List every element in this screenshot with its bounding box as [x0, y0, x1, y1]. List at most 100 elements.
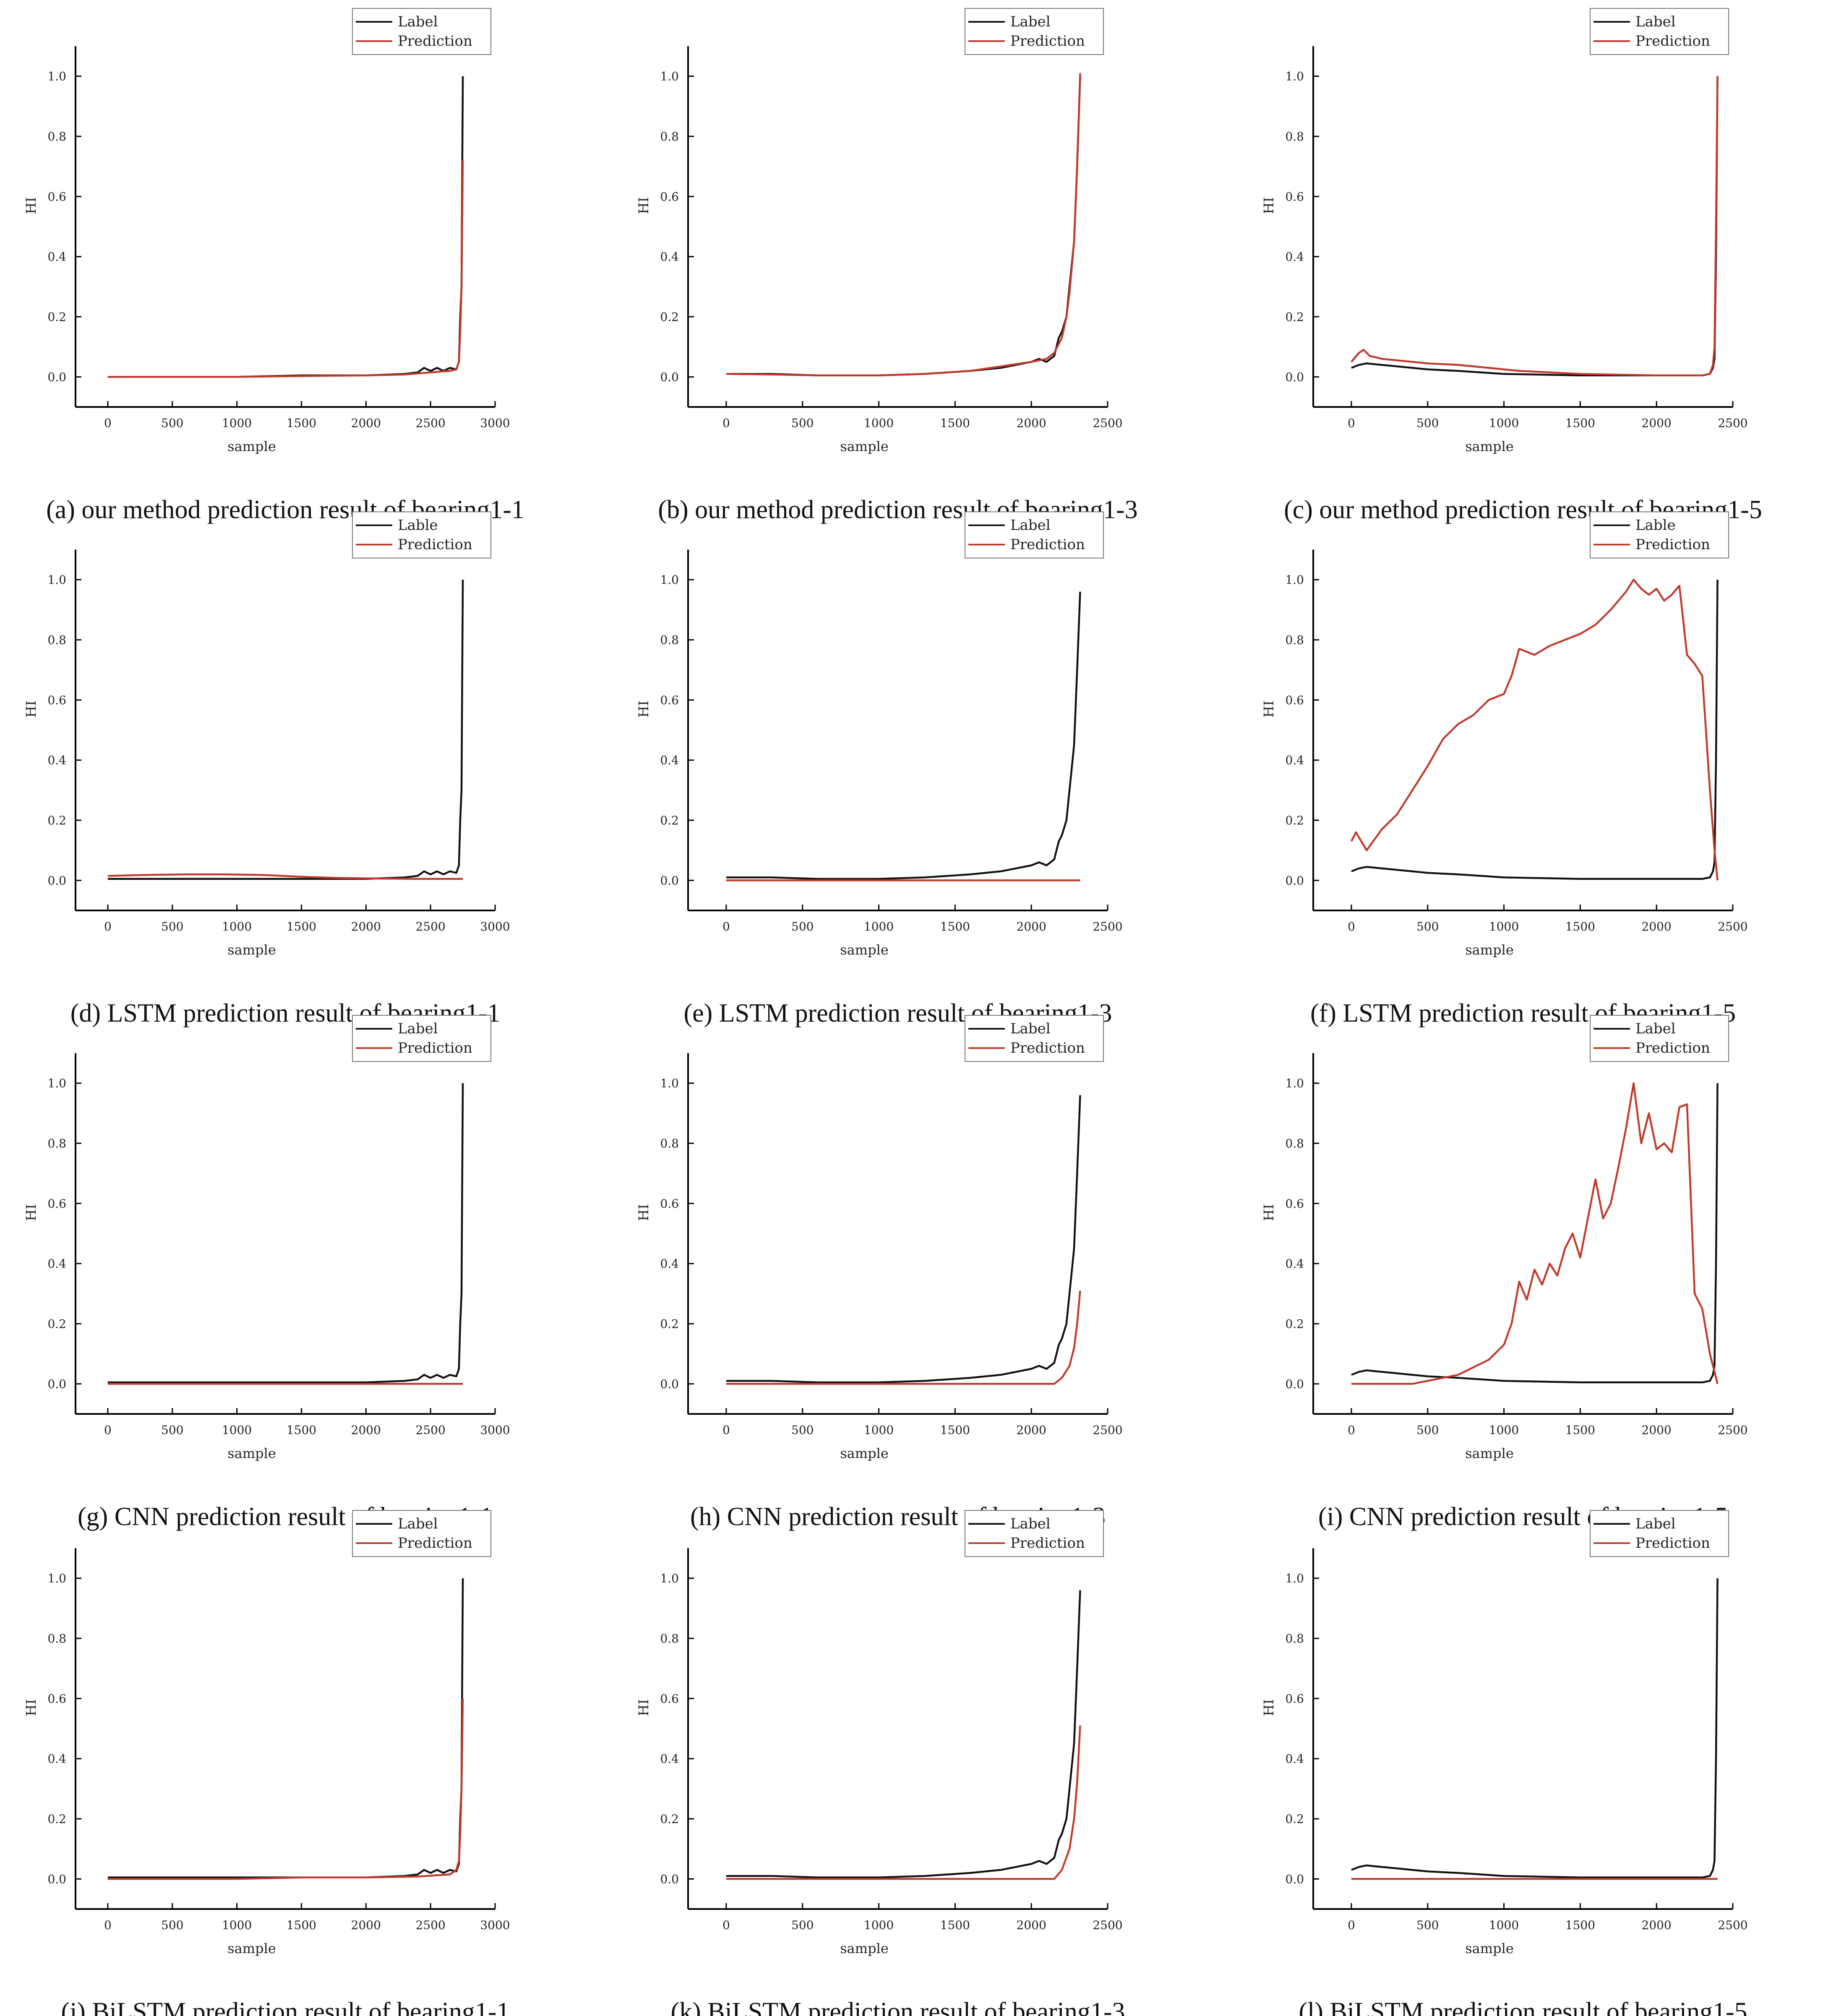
y-tick-label: 1.0	[1285, 1572, 1304, 1586]
y-tick-label: 0.8	[660, 633, 679, 647]
y-tick-label: 0.8	[1285, 1632, 1304, 1646]
series-line-prediction	[726, 1290, 1081, 1385]
legend-entry: Prediction	[1635, 33, 1710, 50]
series-line-prediction	[107, 873, 463, 880]
legend-entry: Prediction	[1010, 33, 1085, 50]
y-tick-label: 0.8	[1285, 130, 1304, 143]
legend-entry: Prediction	[398, 33, 472, 50]
legend-box	[965, 8, 1104, 55]
legend-box	[1590, 8, 1729, 55]
x-tick-label: 500	[1416, 1423, 1439, 1437]
y-axis-label: HI	[636, 1699, 652, 1716]
y-tick-label: 0.8	[47, 633, 66, 647]
x-tick-label: 1500	[287, 920, 316, 934]
x-axis-label: sample	[1465, 438, 1514, 454]
y-tick-label: 0.4	[47, 1257, 66, 1271]
y-tick-label: 1.0	[47, 1572, 66, 1586]
legend: Label Prediction	[352, 8, 491, 55]
x-tick-label: 1000	[222, 416, 252, 430]
legend: Label Prediction	[1590, 1015, 1729, 1062]
x-tick-label: 2000	[1017, 920, 1046, 934]
legend: Label Prediction	[965, 8, 1104, 55]
series-line-lable	[1351, 579, 1719, 880]
x-tick-label: 1500	[940, 1918, 970, 1932]
legend-entry: Prediction	[398, 1535, 472, 1552]
y-axis-label: HI	[23, 197, 39, 214]
legend-entry: Prediction	[1635, 536, 1710, 553]
x-tick-label: 500	[161, 1423, 183, 1437]
x-tick-label: 2500	[1718, 1423, 1747, 1437]
series-line-prediction	[107, 160, 464, 378]
x-tick-label: 2500	[1093, 416, 1122, 430]
y-tick-label: 0.4	[660, 754, 679, 767]
x-axis-label: sample	[227, 942, 276, 958]
x-axis-label: sample	[840, 942, 889, 958]
x-tick-label: 500	[161, 1918, 183, 1932]
x-tick-label: 1500	[287, 416, 316, 430]
y-tick-label: 0.8	[660, 130, 679, 143]
y-tick-label: 0.2	[660, 1317, 679, 1331]
legend-entry: Label	[398, 13, 438, 30]
x-tick-label: 2500	[1718, 416, 1747, 430]
legend: Label Prediction	[1590, 1510, 1729, 1557]
y-axis-label: HI	[23, 1699, 39, 1716]
y-tick-label: 0.4	[1285, 1257, 1304, 1271]
y-axis-label: HI	[23, 701, 39, 718]
legend: Label Prediction	[965, 511, 1104, 558]
y-tick-label: 0.0	[47, 874, 66, 887]
series-line-prediction	[726, 1725, 1081, 1880]
y-tick-label: 1.0	[1285, 70, 1304, 83]
legend-box	[352, 1015, 491, 1062]
legend-box	[1590, 511, 1729, 558]
x-tick-label: 500	[791, 920, 814, 934]
y-tick-label: 0.8	[47, 1137, 66, 1150]
chart-panel-b: 0.0 0.2 0.4 0.6 0.8 1.0 0 500 1000 1500 2000 2500 sa…	[636, 8, 1138, 524]
x-tick-label: 0	[1348, 920, 1355, 934]
y-tick-label: 0.0	[1285, 370, 1304, 384]
x-tick-label: 1500	[1565, 416, 1595, 430]
chart-panel-i: 0.0 0.2 0.4 0.6 0.8 1.0 0 500 1000 1500 2000 2500 sa…	[1261, 1015, 1748, 1531]
x-tick-label: 1500	[1565, 1423, 1595, 1437]
legend-box	[352, 1510, 491, 1557]
y-tick-label: 0.0	[47, 1377, 66, 1391]
series-line-label	[1351, 76, 1719, 377]
y-tick-label: 0.8	[1285, 633, 1304, 647]
series-line-prediction	[1351, 76, 1719, 377]
legend-entry: Label	[1010, 1515, 1051, 1532]
legend-entry: Label	[1010, 517, 1051, 534]
y-axis-label: HI	[1261, 197, 1277, 214]
y-tick-label: 0.6	[660, 693, 679, 707]
series-line-label	[726, 1590, 1081, 1879]
y-tick-label: 0.8	[1285, 1137, 1304, 1150]
series-line-label	[107, 1083, 464, 1384]
y-tick-label: 0.0	[47, 1872, 66, 1886]
legend-entry: Label	[1635, 13, 1676, 30]
x-axis-label: sample	[227, 1445, 276, 1461]
x-tick-label: 1000	[222, 1918, 252, 1932]
x-tick-label: 500	[1416, 1918, 1439, 1932]
y-tick-label: 0.4	[47, 754, 66, 767]
series-line-prediction	[1350, 579, 1719, 881]
x-tick-label: 2000	[1642, 920, 1672, 934]
x-tick-label: 1500	[1565, 920, 1595, 934]
x-axis-label: sample	[227, 438, 276, 454]
x-tick-label: 500	[1416, 416, 1439, 430]
y-tick-label: 0.6	[1285, 693, 1304, 707]
series-line-label	[726, 76, 1081, 377]
x-axis-label: sample	[840, 438, 889, 454]
x-axis-label: sample	[227, 1940, 276, 1956]
y-tick-label: 0.6	[47, 190, 66, 203]
x-tick-label: 0	[722, 1918, 730, 1932]
legend-box	[352, 511, 491, 558]
y-tick-label: 0.4	[1285, 754, 1304, 767]
y-tick-label: 0.2	[47, 1317, 66, 1331]
legend-box	[965, 1015, 1104, 1062]
x-tick-label: 0	[1348, 416, 1355, 430]
x-tick-label: 0	[722, 416, 730, 430]
x-tick-label: 2500	[416, 920, 446, 934]
y-tick-label: 0.4	[47, 1752, 66, 1766]
legend-entry: Label	[1010, 13, 1051, 30]
y-axis-label: HI	[1261, 1699, 1277, 1716]
legend: Lable Prediction	[352, 511, 491, 558]
